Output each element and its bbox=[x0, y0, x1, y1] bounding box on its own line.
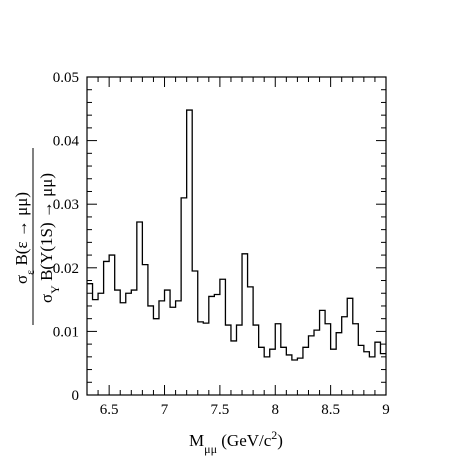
histogram-outline bbox=[87, 109, 386, 361]
axes-ticks bbox=[86, 76, 387, 396]
y-axis-label-numerator: σε B(ε → μμ) bbox=[12, 192, 37, 284]
y-tick-labels: 0 0.01 0.02 0.03 0.04 0.05 bbox=[53, 70, 80, 404]
x-tick-label: 8.5 bbox=[321, 402, 340, 418]
x-tick-label: 9 bbox=[382, 402, 390, 418]
x-tick-label: 8 bbox=[272, 402, 280, 418]
x-tick-label: 7 bbox=[161, 402, 169, 418]
x-axis-label: Mμμ (GeV/c2) bbox=[189, 428, 283, 456]
plot-frame bbox=[86, 76, 387, 396]
x-tick-label: 7.5 bbox=[211, 402, 230, 418]
y-tick-label: 0.01 bbox=[53, 324, 79, 340]
y-tick-label: 0 bbox=[72, 388, 80, 404]
x-tick-labels: 6.5 7 7.5 8 8.5 9 bbox=[100, 402, 390, 418]
y-tick-label: 0.04 bbox=[53, 134, 80, 150]
x-tick-label: 6.5 bbox=[100, 402, 119, 418]
y-axis-label: σε B(ε → μμ) σΥ B(Υ(1S) → μμ) bbox=[12, 148, 62, 325]
y-tick-label: 0.02 bbox=[53, 261, 79, 277]
y-tick-label: 0.03 bbox=[53, 197, 79, 213]
y-tick-label: 0.05 bbox=[53, 70, 79, 86]
y-axis-label-denominator: σΥ B(Υ(1S) → μμ) bbox=[37, 173, 62, 303]
